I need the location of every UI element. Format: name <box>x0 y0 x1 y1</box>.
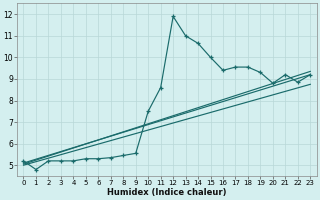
X-axis label: Humidex (Indice chaleur): Humidex (Indice chaleur) <box>107 188 227 197</box>
